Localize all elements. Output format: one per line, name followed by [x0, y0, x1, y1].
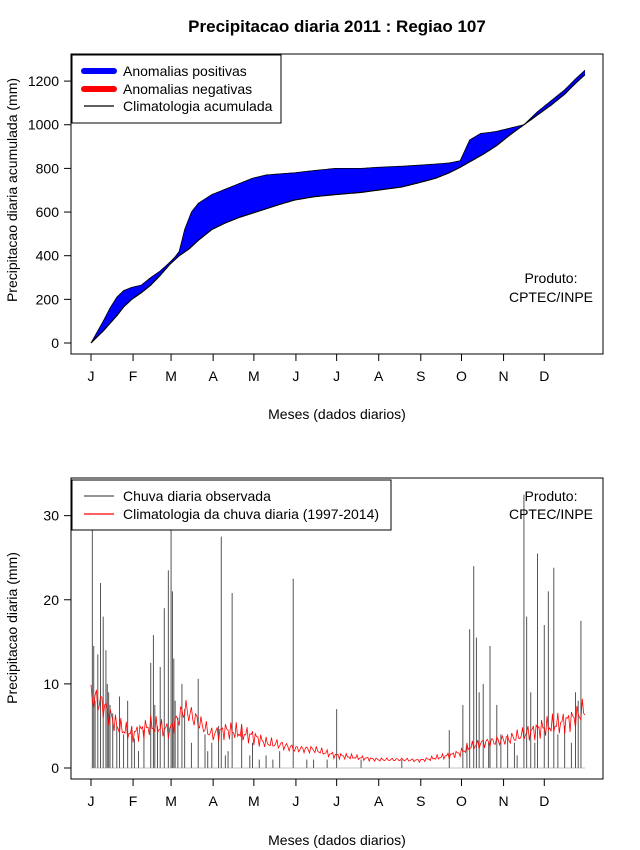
top-x-tick-label: F	[129, 368, 138, 384]
legend-label-daily-climatology: Climatologia da chuva diaria (1997-2014)	[123, 506, 379, 522]
top-x-tick-label: A	[374, 368, 384, 384]
legend-label-climatology: Climatologia acumulada	[123, 98, 273, 114]
top-y-tick-label: 1200	[28, 73, 59, 89]
top-x-tick-label: S	[416, 368, 425, 384]
bottom-x-tick-label: M	[165, 793, 177, 809]
bottom-x-tick-label: N	[499, 793, 509, 809]
bottom-x-tick-label: J	[292, 793, 299, 809]
bottom-legend: Chuva diaria observada Climatologia da c…	[71, 479, 392, 531]
top-chart-title: Precipitacao diaria 2011 : Regiao 107	[188, 17, 486, 36]
bottom-x-tick-label: J	[88, 793, 95, 809]
legend-label-positive: Anomalias positivas	[123, 63, 247, 79]
top-note-line-2: CPTEC/INPE	[509, 289, 593, 305]
bottom-y-tick-label: 30	[43, 508, 59, 524]
top-x-tick-label: J	[333, 368, 340, 384]
bottom-x-tick-label: A	[374, 793, 384, 809]
daily-climatology-line	[90, 684, 586, 764]
bottom-note-line-1: Produto:	[525, 488, 578, 504]
top-y-tick-label: 800	[36, 160, 60, 176]
cumulative-precip-chart: 0 200 400 600 800 1000 1200 J F M A M J J A S O N D	[28, 53, 604, 384]
legend-label-negative: Anomalias negativas	[123, 81, 252, 97]
bottom-x-tick-label: S	[416, 793, 425, 809]
bottom-x-tick-label: J	[333, 793, 340, 809]
top-y-tick-label: 0	[51, 335, 59, 351]
top-x-tick-label: N	[499, 368, 509, 384]
top-x-tick-label: J	[292, 368, 299, 384]
bottom-legend-box	[71, 479, 392, 531]
bottom-note-line-2: CPTEC/INPE	[509, 506, 593, 522]
top-x-tick-label: J	[88, 368, 95, 384]
bottom-x-tick-label: M	[248, 793, 260, 809]
top-x-tick-label: M	[248, 368, 260, 384]
top-note-line-1: Produto:	[525, 270, 578, 286]
top-y-tick-label: 400	[36, 248, 60, 264]
top-x-label: Meses (dados diarios)	[268, 406, 406, 422]
bottom-x-tick-label: D	[539, 793, 549, 809]
top-y-tick-label: 200	[36, 291, 60, 307]
daily-precip-chart: 0 10 20 30 J F M A M J J A S O N D	[43, 477, 604, 809]
bottom-x-tick-label: O	[456, 793, 467, 809]
bottom-y-label: Precipitacao diaria (mm)	[4, 552, 20, 704]
top-x-tick-label: A	[208, 368, 218, 384]
bottom-y-tick-label: 0	[51, 760, 59, 776]
observed-cumulative-line	[90, 69, 586, 344]
bottom-y-tick-label: 20	[43, 592, 59, 608]
bottom-x-label: Meses (dados diarios)	[268, 832, 406, 848]
top-y-tick-label: 1000	[28, 117, 59, 133]
top-legend: Anomalias positivas Anomalias negativas …	[71, 54, 282, 124]
legend-label-observed: Chuva diaria observada	[123, 488, 271, 504]
top-x-tick-label: M	[165, 368, 177, 384]
bottom-y-tick-label: 10	[43, 676, 59, 692]
top-y-label: Precipitacao diaria acumulada (mm)	[4, 78, 20, 302]
bottom-x-tick-label: A	[208, 793, 218, 809]
climatology-cumulative-line	[90, 74, 586, 344]
top-y-tick-label: 600	[36, 204, 60, 220]
bottom-x-tick-label: F	[129, 793, 138, 809]
top-x-tick-label: O	[456, 368, 467, 384]
top-x-tick-label: D	[539, 368, 549, 384]
